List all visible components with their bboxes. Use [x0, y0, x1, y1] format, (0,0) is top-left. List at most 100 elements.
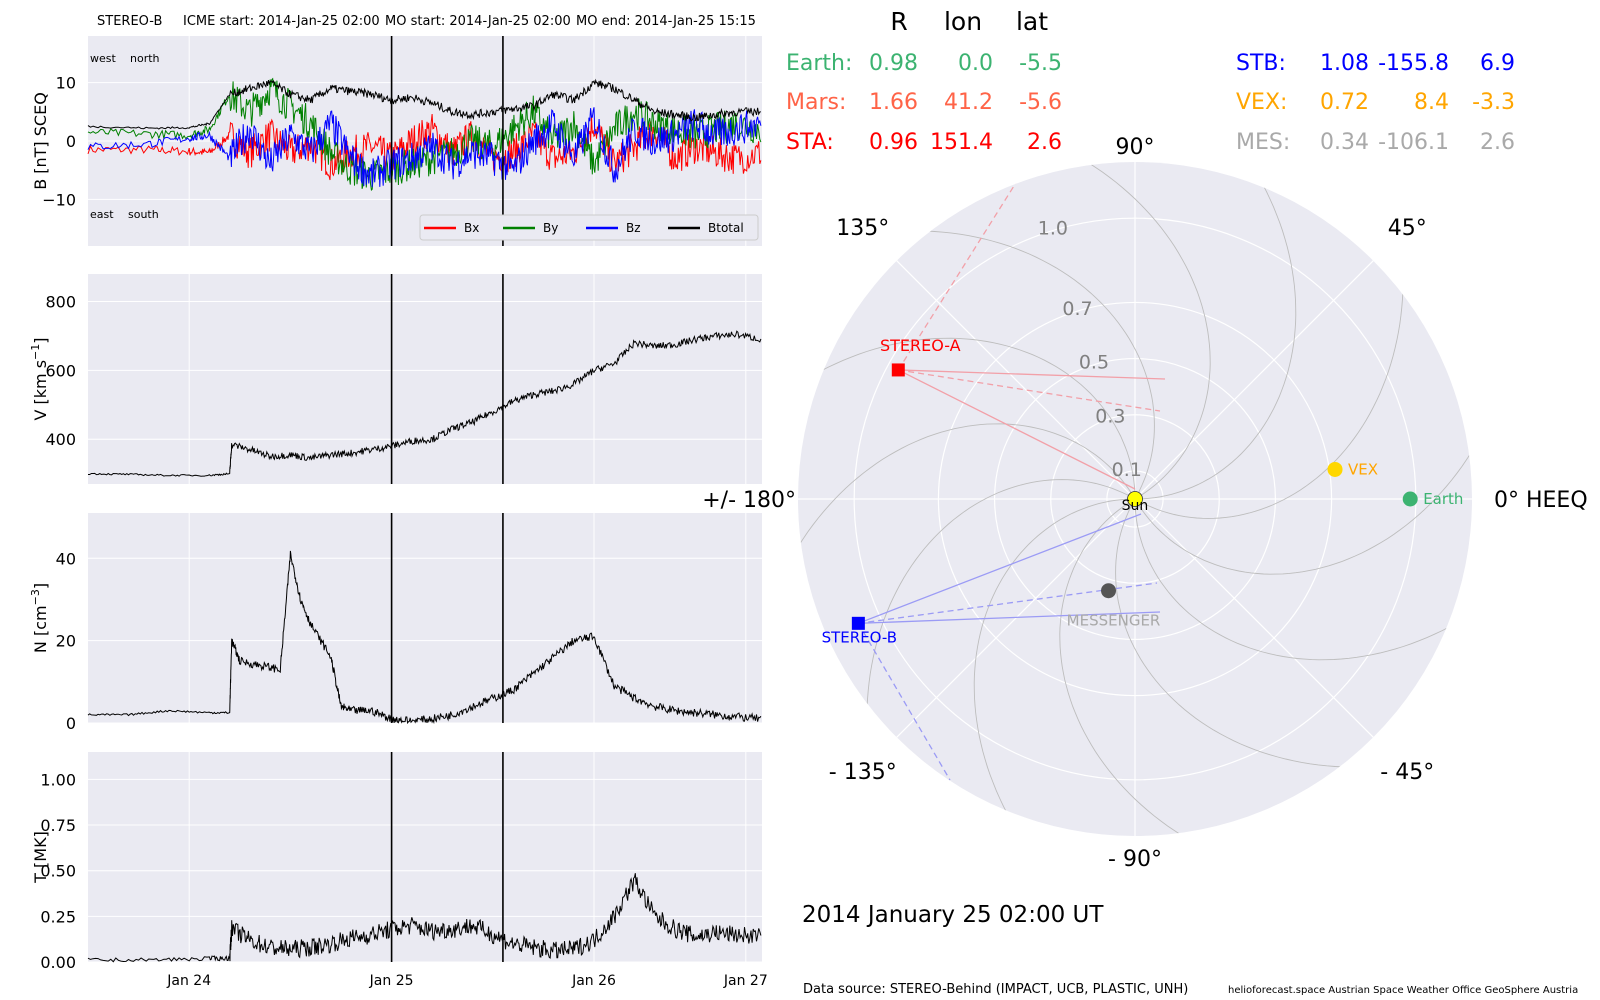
table-cell-lat: -3.3	[1472, 90, 1515, 115]
y-axis-label: N [cm−3]	[29, 583, 50, 653]
legend-label-btotal: Btotal	[708, 221, 744, 235]
y-tick-label: 800	[45, 293, 76, 312]
radial-tick-label: 0.5	[1079, 352, 1109, 374]
y-tick-label: 40	[56, 549, 76, 568]
angular-gridline	[896, 498, 1136, 738]
field-line	[898, 369, 1166, 380]
table-cell-lon: 8.4	[1414, 90, 1449, 115]
table-header-r: R	[890, 7, 907, 36]
panel-3: 0 20 40 N [cm−3]	[29, 513, 762, 733]
legend-label-by: By	[543, 221, 558, 235]
field-line	[898, 369, 1136, 490]
table-cell-lon: 0.0	[958, 51, 993, 76]
body-marker	[891, 363, 905, 377]
table-header-lat: lat	[1016, 7, 1048, 36]
body-label: Sun	[1122, 498, 1149, 514]
y-tick-label: 0.25	[40, 907, 76, 926]
field-lines	[857, 169, 1166, 781]
y-axis-label: T [MK]	[31, 831, 50, 884]
y-axis-label: B [nT] SCEQ	[31, 92, 50, 190]
body-label: STEREO-A	[880, 336, 961, 355]
body-earth: Earth	[1402, 490, 1463, 508]
y-tick-label: 400	[45, 430, 76, 449]
panel-2: 400 600 800 V [km s−1]	[29, 274, 762, 484]
legend: Bx By Bz Btotal	[419, 214, 759, 241]
table-cell-r: 0.98	[869, 51, 918, 76]
y-tick-label: 1.00	[40, 770, 76, 789]
y-tick-label: 0.50	[40, 862, 76, 881]
y-tick-label: 0	[66, 132, 76, 151]
table-row-label: STA:	[786, 130, 834, 155]
radial-tick-label: 1.0	[1038, 217, 1068, 239]
annotation-east: east	[90, 208, 114, 221]
table-cell-lat: -5.6	[1019, 90, 1062, 115]
angular-label: 0° HEEQ	[1494, 488, 1588, 513]
y-tick-label: 0.00	[40, 953, 76, 972]
y-tick-label: 0	[66, 714, 76, 733]
series-line-btotal	[87, 78, 761, 130]
annotation-west: west	[90, 52, 116, 65]
x-tick-label: Jan 24	[166, 973, 211, 989]
y-tick-label: 10	[56, 74, 76, 93]
table-row-label: Mars:	[786, 90, 846, 115]
x-tick-label: Jan 25	[369, 973, 414, 989]
table-row-label: VEX:	[1236, 90, 1287, 115]
y-tick-label: 600	[45, 361, 76, 380]
spiral-line	[798, 337, 1136, 497]
body-marker	[1101, 583, 1117, 599]
table-cell-lon: -106.1	[1378, 130, 1449, 155]
body-marker	[1327, 461, 1343, 477]
annotation-south: south	[128, 208, 159, 221]
y-tick-label: 0.75	[40, 816, 76, 835]
spiral-line	[916, 162, 1211, 498]
plot-timestamp: 2014 January 25 02:00 UT	[802, 902, 1104, 928]
body-label: Earth	[1423, 490, 1463, 508]
panel-background	[88, 513, 762, 723]
angular-label: - 90°	[1108, 847, 1162, 872]
radial-tick-label: 0.1	[1112, 459, 1142, 481]
icme-start-label: ICME start: 2014-Jan-25 02:00	[183, 14, 380, 29]
body-stereo-b: STEREO-B	[822, 616, 897, 646]
angular-gridline	[896, 260, 1136, 500]
spiral-line	[1136, 280, 1472, 575]
y-tick-label: 20	[56, 632, 76, 651]
angular-gridline	[1134, 260, 1374, 500]
angular-label: 90°	[1116, 135, 1155, 160]
polar-position-plot: 0.1 0.3 0.5 0.7 1.0 0° HEEQ 45° 90° 135° +/- 180°…	[702, 135, 1588, 872]
table-cell-r: 0.72	[1320, 90, 1369, 115]
data-source-note: Data source: STEREO-Behind (IMPACT, UCB,…	[803, 982, 1188, 997]
panel-4: 0.00 0.25 0.50 0.75 1.00 T [MK]	[31, 752, 762, 972]
series-line-data	[88, 330, 762, 477]
series-line-data	[87, 873, 762, 963]
table-cell-r: 1.08	[1320, 51, 1369, 76]
body-messenger: MESSENGER	[1067, 583, 1161, 630]
angular-label: 135°	[836, 216, 889, 241]
table-cell-r: 0.96	[869, 130, 918, 155]
table-cell-lat: 2.6	[1027, 130, 1062, 155]
x-tick-label: Jan 26	[571, 973, 616, 989]
spiral-line	[798, 423, 1134, 718]
spiral-line	[1134, 501, 1472, 661]
table-cell-lon: 41.2	[944, 90, 993, 115]
body-label: MESSENGER	[1067, 612, 1161, 630]
body-stereo-a: STEREO-A	[880, 336, 961, 377]
table-cell-lat: 6.9	[1480, 51, 1515, 76]
radial-tick-label: 0.3	[1095, 405, 1125, 427]
table-row-label: Earth:	[786, 51, 852, 76]
annotation-north: north	[130, 52, 160, 65]
series-line-bz	[87, 107, 762, 188]
body-label: VEX	[1348, 460, 1378, 478]
table-row-label: STB:	[1236, 51, 1286, 76]
spiral-line	[1137, 162, 1297, 500]
angular-gridline	[1134, 498, 1374, 738]
table-row-label: MES:	[1236, 130, 1290, 155]
x-tick-label: Jan 27	[723, 973, 768, 989]
angular-label: 45°	[1388, 216, 1427, 241]
mo-start-label: MO start: 2014-Jan-25 02:00	[385, 14, 571, 29]
table-cell-r: 0.34	[1320, 130, 1369, 155]
table-cell-lon: -155.8	[1378, 51, 1449, 76]
mo-end-label: MO end: 2014-Jan-25 15:15	[576, 14, 756, 29]
angular-label: +/- 180°	[702, 488, 796, 513]
